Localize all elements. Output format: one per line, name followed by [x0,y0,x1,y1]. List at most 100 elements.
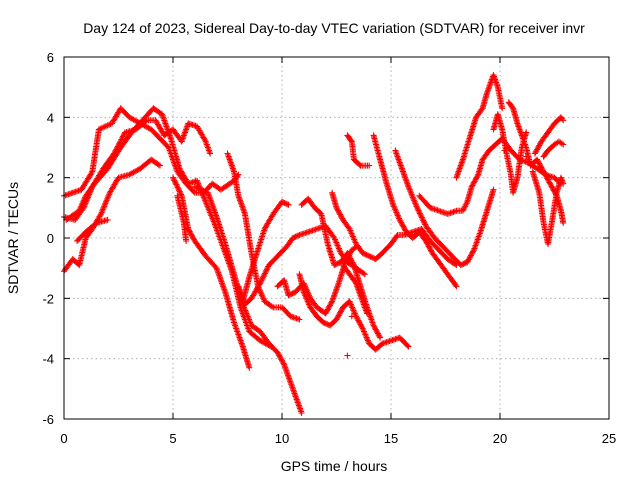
data-point [262,269,269,276]
data-point [400,223,407,230]
data-point [177,190,184,196]
x-tick-label: 5 [169,431,176,446]
data-point [560,180,567,187]
data-point [185,225,192,232]
data-point [285,292,292,299]
data-point [468,251,475,258]
data-point [350,260,357,267]
data-point [534,145,541,152]
data-point [257,278,264,285]
data-point [560,117,567,124]
data-point [537,141,543,148]
series-track-13 [296,271,412,353]
data-point [360,270,367,277]
data-point [335,312,342,319]
data-point [259,276,266,283]
series-track-5 [74,216,111,244]
data-point [320,319,327,326]
data-point [345,252,352,259]
y-tick-label: 0 [47,231,54,246]
data-point [190,188,197,195]
data-point [174,184,181,191]
data-point [368,254,375,261]
outlier-point [501,147,508,154]
data-point [280,360,287,367]
data-point [393,233,400,240]
data-point [465,256,472,263]
data-point [261,270,268,277]
data-point [323,320,329,327]
data-point [469,249,476,256]
data-point [260,273,267,280]
data-point [335,313,341,320]
data-point [292,233,299,240]
data-point [188,231,195,238]
data-point [335,208,342,215]
data-point [176,187,182,194]
series-track-24 [529,168,567,247]
y-tick-label: 6 [47,50,54,65]
data-point [175,185,182,192]
data-point [196,185,203,192]
data-point [98,125,105,132]
outlier-point [523,153,530,160]
series-track-25 [531,114,567,157]
data-point [471,178,478,185]
data-point [523,129,530,136]
data-point [373,327,380,334]
data-point [119,133,126,140]
data-point [545,178,552,184]
data-point [324,307,331,314]
data-point [469,182,476,189]
data-point [106,121,113,128]
data-point [358,324,365,331]
data-point [537,161,543,168]
data-point [264,264,271,271]
data-point [174,183,180,189]
data-point [346,254,353,261]
data-point [170,176,177,183]
data-point [361,250,367,257]
data-point [337,308,344,315]
series-track-16 [340,262,370,317]
data-point [289,290,296,297]
data-point [417,211,424,218]
data-point [349,259,356,266]
data-point [288,291,295,298]
data-point [415,207,422,214]
data-point [414,204,421,211]
data-point [183,238,190,244]
data-point [199,187,206,194]
data-point [171,177,178,184]
data-point [291,234,298,241]
data-point [534,146,541,153]
data-point [338,214,345,221]
data-point [416,209,423,215]
data-point [376,333,383,340]
data-point [172,180,179,187]
series-outliers [344,147,530,359]
x-tick-label: 15 [384,431,398,446]
data-point [425,243,432,250]
data-point [558,140,565,147]
data-point [327,301,334,307]
series-track-18 [370,132,460,290]
data-point [120,132,127,139]
y-tick-label: -6 [42,412,54,427]
data-point [156,162,163,169]
data-point [364,252,371,259]
data-point [95,126,102,133]
data-point [324,306,331,313]
data-point [202,188,208,195]
data-point [466,255,473,262]
data-point [452,282,459,289]
data-point [263,267,270,274]
data-point [101,123,108,130]
data-point [545,176,551,183]
data-point [377,334,384,341]
y-tick-label: -4 [42,352,54,367]
data-point [293,233,300,240]
data-point [547,182,554,188]
data-point [419,216,426,222]
data-point [363,251,370,258]
